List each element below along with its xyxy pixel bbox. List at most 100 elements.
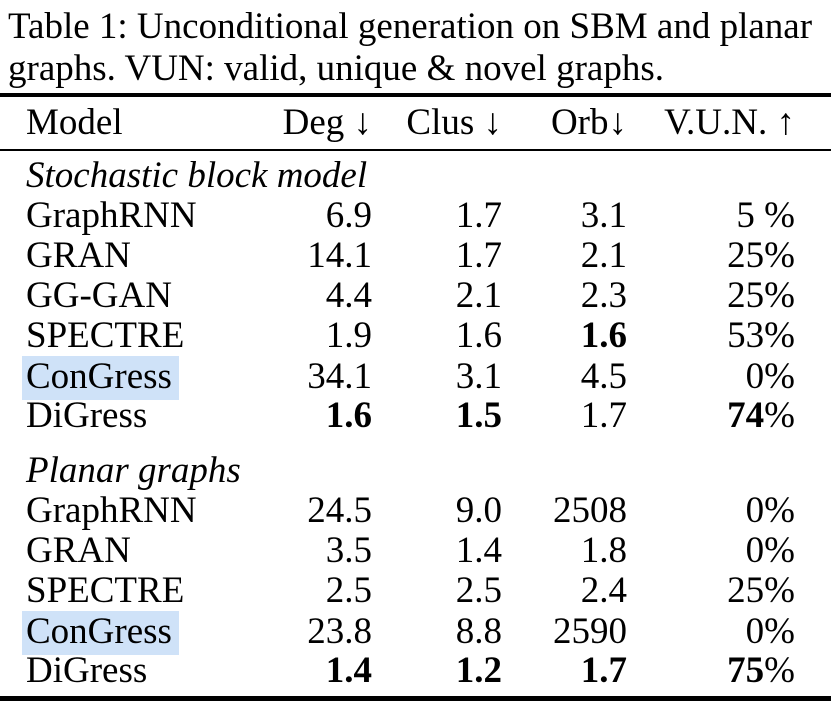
metric-cell: 6.9 <box>266 196 372 236</box>
metric-cell: 8.8 <box>372 612 502 652</box>
metric-cell: 1.7 <box>502 396 627 436</box>
model-name: DiGress <box>26 395 148 436</box>
table-body: Stochastic block model GraphRNN 6.9 1.7 3.1 5… <box>0 151 831 691</box>
metric-cell: 2.5 <box>372 571 502 611</box>
model-cell: ConGress <box>22 611 266 655</box>
metric-value: 1.8 <box>580 530 627 571</box>
metric-cell: 4.4 <box>266 276 372 316</box>
metric-value: 1.7 <box>455 195 502 236</box>
metric-value: 1.7 <box>580 395 627 436</box>
caption-line-1: Table 1: Unconditional generation on SBM… <box>8 6 813 47</box>
metric-cell: 9.0 <box>372 491 502 531</box>
model-cell: GRAN <box>26 236 266 276</box>
metric-cell: 2.3 <box>502 276 627 316</box>
metric-cell: 4.5 <box>502 357 627 397</box>
metric-value: 1.2 <box>455 650 502 691</box>
metric-value: 24.5 <box>307 490 372 531</box>
metric-value: % <box>764 650 795 691</box>
metric-cell: 1.6 <box>502 316 627 356</box>
metric-cell: 1.9 <box>266 316 372 356</box>
metric-cell: 1.8 <box>502 531 627 571</box>
model-name: DiGress <box>26 650 148 691</box>
metric-cell: 5 % <box>627 196 795 236</box>
metric-value: 2508 <box>553 490 627 531</box>
metric-value: 0% <box>745 611 795 652</box>
metric-value: 25% <box>727 570 795 611</box>
metric-cell: 14.1 <box>266 236 372 276</box>
metric-value: 3.1 <box>580 195 627 236</box>
metric-value: 2.5 <box>455 570 502 611</box>
table-row: GRAN 14.1 1.7 2.1 25% <box>0 236 831 276</box>
metric-cell: 24.5 <box>266 491 372 531</box>
table-row: DiGress 1.4 1.2 1.7 75% <box>0 651 831 691</box>
metric-value: 1.7 <box>455 235 502 276</box>
metric-value: 74 <box>727 395 765 436</box>
table-row: GraphRNN 6.9 1.7 3.1 5 % <box>0 196 831 236</box>
metric-value: 1.4 <box>455 530 502 571</box>
metric-value: 53% <box>727 315 795 356</box>
metric-cell: 2.5 <box>266 571 372 611</box>
metric-cell: 34.1 <box>266 357 372 397</box>
metric-value: 6.9 <box>325 195 372 236</box>
metric-cell: 1.7 <box>372 196 502 236</box>
metric-cell: 25% <box>627 571 795 611</box>
model-cell: ConGress <box>22 356 266 400</box>
metric-value: 1.4 <box>325 650 372 691</box>
table-row: GRAN 3.5 1.4 1.8 0% <box>0 531 831 571</box>
metric-cell: 1.6 <box>372 316 502 356</box>
metric-cell: 25% <box>627 236 795 276</box>
highlighted-model-name: ConGress <box>22 611 179 655</box>
metric-cell: 0% <box>627 531 795 571</box>
metric-cell: 75% <box>627 651 795 691</box>
metric-cell: 1.2 <box>372 651 502 691</box>
model-cell: GraphRNN <box>26 491 266 531</box>
metric-value: 5 % <box>736 195 795 236</box>
metric-value: 9.0 <box>455 490 502 531</box>
bottom-rule <box>0 696 831 701</box>
section-header-row: Planar graphs <box>0 451 831 491</box>
metric-cell: 1.5 <box>372 396 502 436</box>
metric-cell: 1.6 <box>266 396 372 436</box>
metric-cell: 2.4 <box>502 571 627 611</box>
metric-value: 8.8 <box>455 611 502 652</box>
table-row: GG-GAN 4.4 2.1 2.3 25% <box>0 276 831 316</box>
metric-value: 0% <box>745 490 795 531</box>
metric-cell: 3.1 <box>372 357 502 397</box>
section-label: Stochastic block model <box>26 155 368 196</box>
table-row: ConGress 23.8 8.8 2590 0% <box>0 611 831 655</box>
model-name: GRAN <box>26 530 131 571</box>
model-name: GraphRNN <box>26 490 197 531</box>
metric-cell: 53% <box>627 316 795 356</box>
metric-value: 0% <box>745 356 795 397</box>
metric-cell: 0% <box>627 357 795 397</box>
metric-cell: 3.5 <box>266 531 372 571</box>
metric-value: 3.5 <box>325 530 372 571</box>
column-header-model: Model <box>26 102 123 143</box>
table-row: GraphRNN 24.5 9.0 2508 0% <box>0 491 831 531</box>
metric-cell: 23.8 <box>266 612 372 652</box>
metric-cell: 25% <box>627 276 795 316</box>
model-cell: SPECTRE <box>26 571 266 611</box>
top-rule <box>0 93 831 97</box>
metric-cell: 1.4 <box>372 531 502 571</box>
section-label: Planar graphs <box>26 450 241 491</box>
column-header-clus: Clus ↓ <box>406 102 502 143</box>
metric-value: % <box>764 395 795 436</box>
metric-value: 1.6 <box>455 315 502 356</box>
table-header-row: Model Deg ↓ Clus ↓ Orb↓ V.U.N. ↑ <box>0 97 831 149</box>
caption-line-2: graphs. VUN: valid, unique & novel graph… <box>8 48 664 89</box>
model-cell: GRAN <box>26 531 266 571</box>
section-header-row: Stochastic block model <box>0 156 831 196</box>
metric-cell: 2508 <box>502 491 627 531</box>
metric-cell: 2.1 <box>372 276 502 316</box>
model-cell: DiGress <box>26 651 266 691</box>
metric-value: 3.1 <box>455 356 502 397</box>
metric-value: 2.5 <box>325 570 372 611</box>
table-row: DiGress 1.6 1.5 1.7 74% <box>0 396 831 436</box>
metric-value: 25% <box>727 275 795 316</box>
metric-value: 14.1 <box>307 235 372 276</box>
metric-value: 2.1 <box>580 235 627 276</box>
metric-value: 2.4 <box>580 570 627 611</box>
metric-value: 23.8 <box>307 611 372 652</box>
